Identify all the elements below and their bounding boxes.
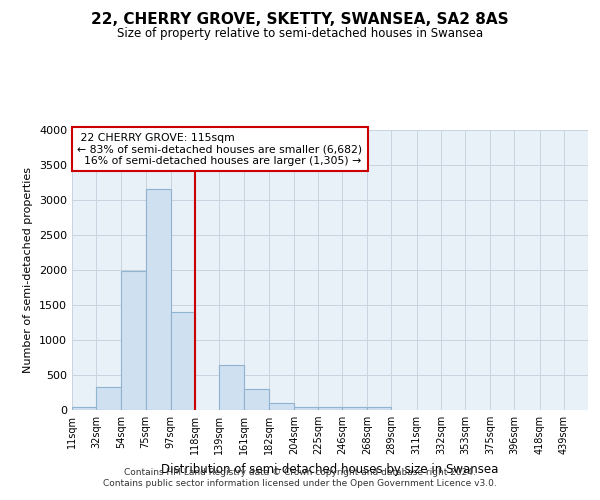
Text: Size of property relative to semi-detached houses in Swansea: Size of property relative to semi-detach…: [117, 28, 483, 40]
Text: 22 CHERRY GROVE: 115sqm
← 83% of semi-detached houses are smaller (6,682)
  16% : 22 CHERRY GROVE: 115sqm ← 83% of semi-de…: [77, 133, 362, 166]
Bar: [342, 406, 367, 410]
Bar: [146, 190, 171, 410]
Text: Contains HM Land Registry data © Crown copyright and database right 2024.
Contai: Contains HM Land Registry data © Crown c…: [103, 468, 497, 487]
Bar: [269, 403, 294, 410]
X-axis label: Distribution of semi-detached houses by size in Swansea: Distribution of semi-detached houses by …: [161, 462, 499, 475]
Bar: [318, 406, 342, 410]
Bar: [171, 312, 195, 410]
Bar: [96, 387, 121, 410]
Y-axis label: Number of semi-detached properties: Number of semi-detached properties: [23, 167, 34, 373]
Bar: [244, 389, 269, 410]
Bar: [72, 406, 96, 410]
Bar: [219, 365, 244, 410]
Bar: [121, 272, 146, 410]
Bar: [367, 406, 391, 410]
Text: 22, CHERRY GROVE, SKETTY, SWANSEA, SA2 8AS: 22, CHERRY GROVE, SKETTY, SWANSEA, SA2 8…: [91, 12, 509, 28]
Bar: [294, 406, 318, 410]
